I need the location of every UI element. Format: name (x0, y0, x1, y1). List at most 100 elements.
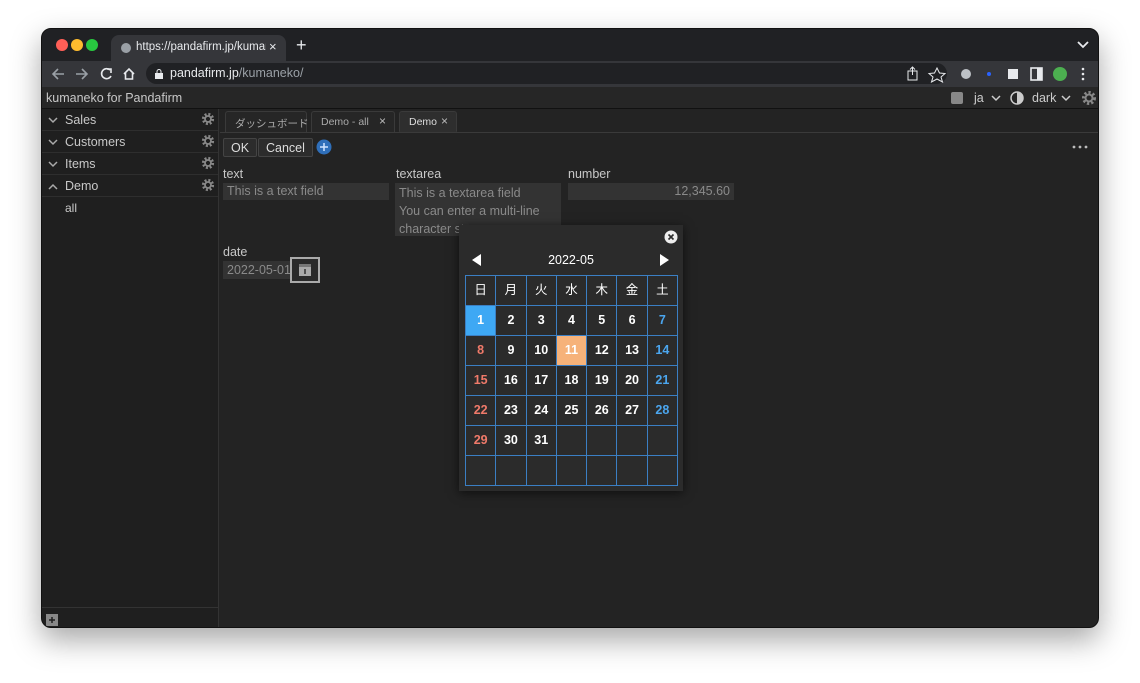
tab-label: Demo - all (321, 116, 369, 128)
calendar-empty (555, 455, 588, 486)
menu-settings[interactable] (201, 112, 215, 126)
calendar-day[interactable]: 15 (465, 365, 497, 396)
calendar-day[interactable]: 2 (495, 305, 527, 336)
app-title: kumaneko for Pandafirm (46, 91, 183, 105)
menu-settings[interactable] (201, 156, 215, 170)
calendar-day[interactable]: 29 (465, 425, 497, 456)
calendar-day[interactable]: 18 (555, 365, 588, 396)
calendar-day[interactable]: 30 (495, 425, 527, 456)
calendar-day[interactable]: 31 (525, 425, 557, 456)
browser-actions[interactable] (904, 65, 1094, 83)
calendar-day[interactable]: 4 (555, 305, 588, 336)
weekday: 水 (555, 275, 588, 306)
url-host: pandafirm.jp (170, 66, 239, 80)
expand-chevron[interactable] (48, 161, 58, 168)
calendar-button[interactable] (290, 257, 320, 283)
browser-window: https://pandafirm.jp/kumaneko/ × + panda… (41, 28, 1099, 628)
menu-item[interactable]: Sales (42, 109, 218, 131)
cancel-button[interactable]: Cancel (258, 138, 313, 157)
calendar-day[interactable]: 23 (495, 395, 527, 426)
language-chevron[interactable] (991, 95, 1001, 102)
language-icon (951, 92, 963, 104)
menu-item[interactable]: Items (42, 153, 218, 175)
address-bar[interactable]: pandafirm.jp/kumaneko/ (146, 63, 947, 84)
language[interactable]: ja (974, 91, 984, 105)
calendar-day[interactable]: 28 (646, 395, 678, 426)
calendar-day[interactable]: 13 (616, 335, 648, 366)
app-header: kumaneko for Pandafirm ja dark (42, 87, 1098, 109)
tab-close[interactable]: × (440, 114, 448, 128)
tab-close[interactable]: × (269, 39, 277, 54)
expand-chevron[interactable] (48, 139, 58, 146)
main-panel: OK Cancel text This is a text field text… (220, 109, 1098, 627)
browser-tab[interactable]: https://pandafirm.jp/kumaneko/ × (111, 35, 286, 61)
calendar-day[interactable]: 3 (525, 305, 557, 336)
calendar-day[interactable]: 19 (586, 365, 618, 396)
calendar-day[interactable]: 22 (465, 395, 497, 426)
calendar-day[interactable]: 24 (525, 395, 557, 426)
calendar-day[interactable]: 16 (495, 365, 527, 396)
menu-settings[interactable] (201, 178, 215, 192)
theme-chevron[interactable] (1061, 95, 1071, 102)
calendar-day[interactable]: 21 (646, 365, 678, 396)
tab-close[interactable]: × (378, 114, 386, 128)
theme[interactable]: dark (1032, 91, 1057, 105)
weekday: 土 (646, 275, 678, 306)
ok-button[interactable]: OK (223, 138, 258, 157)
calendar-day[interactable]: 27 (616, 395, 648, 426)
app-tab[interactable]: Demo × (399, 111, 457, 132)
menu-settings[interactable] (201, 134, 215, 148)
prev-month[interactable] (472, 254, 482, 266)
calendar-day[interactable]: 8 (465, 335, 497, 366)
more-menu[interactable] (1072, 145, 1088, 149)
calendar-day[interactable]: 12 (586, 335, 618, 366)
calendar-day[interactable]: 5 (586, 305, 618, 336)
text-input[interactable]: This is a text field (223, 183, 389, 200)
globe-icon (121, 43, 131, 53)
add-menu-icon[interactable] (46, 614, 58, 626)
calendar-day[interactable]: 20 (616, 365, 648, 396)
calendar-day[interactable]: 9 (495, 335, 527, 366)
calendar-day[interactable]: 1 (465, 305, 497, 336)
expand-chevron[interactable] (48, 117, 58, 124)
tab-label: Demo (409, 116, 438, 128)
calendar-empty (555, 425, 588, 456)
expand-chevron[interactable] (48, 183, 58, 190)
field-label: text (223, 167, 244, 181)
calendar-day[interactable]: 6 (616, 305, 648, 336)
weekday: 木 (586, 275, 618, 306)
calendar-empty (525, 455, 557, 486)
add-button[interactable] (316, 139, 332, 155)
textarea-line: character st (399, 222, 465, 236)
calendar-day[interactable]: 7 (646, 305, 678, 336)
calendar-close[interactable] (664, 230, 678, 244)
number-input[interactable]: 12,345.60 (568, 183, 734, 200)
date-input[interactable]: 2022-05-01 (223, 261, 293, 279)
weekday: 日 (465, 275, 497, 306)
calendar-day[interactable]: 17 (525, 365, 557, 396)
calendar-month: 2022-05 (548, 253, 594, 267)
settings-icon[interactable] (1081, 90, 1097, 106)
calendar-day[interactable]: 11 (555, 335, 588, 366)
submenu-item[interactable]: all (65, 201, 78, 215)
next-month[interactable] (660, 254, 670, 266)
calendar-day[interactable]: 10 (525, 335, 557, 366)
weekday: 火 (525, 275, 557, 306)
calendar-day[interactable]: 26 (586, 395, 618, 426)
app-tab[interactable]: Demo - all × (311, 111, 395, 132)
calendar-day[interactable]: 25 (555, 395, 588, 426)
nav-buttons[interactable] (50, 64, 140, 84)
menu-label: Customers (65, 135, 126, 149)
window-controls[interactable] (42, 29, 112, 61)
sidebar: Sales Customers Items Demo all (42, 109, 219, 627)
menu-item[interactable]: Demo (42, 175, 218, 197)
calendar-empty (495, 455, 527, 486)
calendar-popup: 2022-05 日月火水木金土 1 2 3 4 5 6 7 8 9 10 11 12 13 14 15 16 17… (459, 225, 683, 491)
calendar-day[interactable]: 14 (646, 335, 678, 366)
app-tab[interactable]: ダッシュボード (225, 111, 309, 132)
new-tab[interactable]: + (296, 35, 307, 55)
menu-item[interactable]: Customers (42, 131, 218, 153)
tab-menu[interactable] (1077, 41, 1089, 49)
